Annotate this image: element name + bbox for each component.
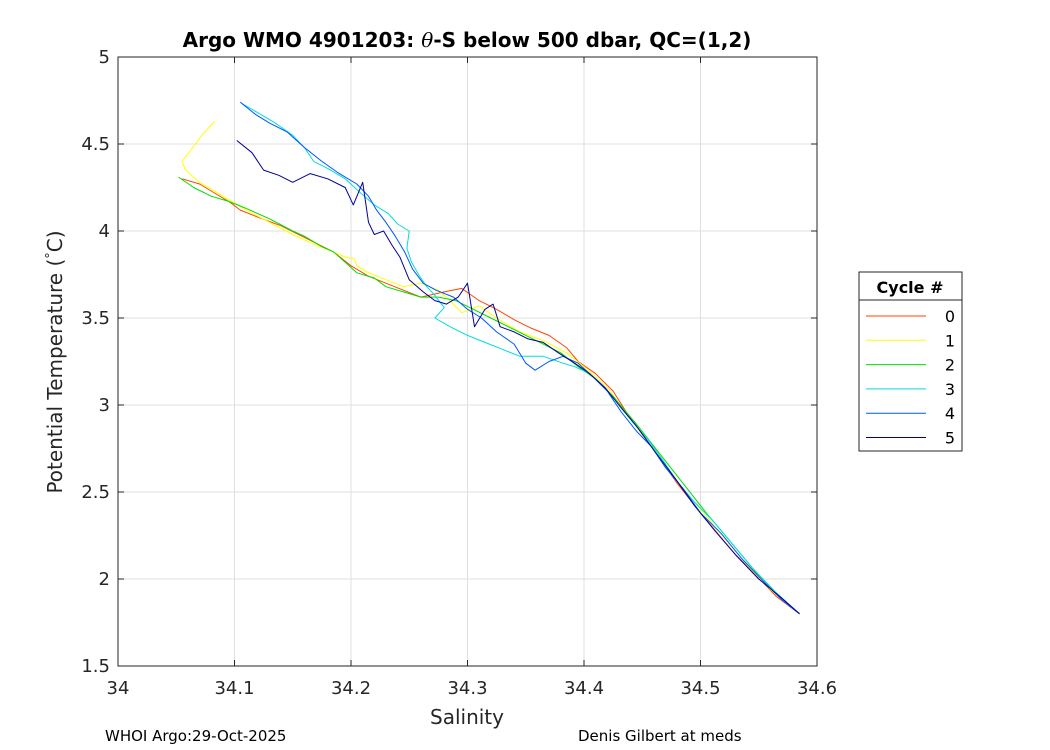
grid-lines	[117, 56, 818, 667]
x-tick-label: 34.2	[331, 678, 371, 699]
series-line-cycle-0	[181, 178, 800, 615]
title-theta: θ	[421, 28, 433, 52]
y-axis-label: Potential Temperature (°C)	[43, 230, 67, 493]
y-tick-label: 1.5	[81, 656, 110, 677]
title-suffix: -S below 500 dbar, QC=(1,2)	[433, 28, 751, 52]
series-line-cycle-5	[236, 140, 800, 615]
y-tick-label: 2	[99, 569, 110, 590]
x-tick-label: 34	[107, 678, 130, 699]
series-line-cycle-1	[181, 121, 800, 615]
legend-title: Cycle #	[877, 278, 944, 297]
axis-ticks: 34 34.1 34.2 34.3 34.4 34.5 34.6 1.5 2 2.5 3 3.5 4 4.…	[81, 47, 837, 699]
series-line-cycle-4	[239, 101, 800, 615]
y-axis-label-degree: °	[44, 252, 59, 259]
legend: Cycle # 0 1 2 3 4 5	[858, 271, 963, 452]
x-tick-label: 34.5	[680, 678, 720, 699]
legend-label-cycle-3: 3	[945, 380, 955, 399]
chart-title: Argo WMO 4901203: θ-S below 500 dbar, QC…	[183, 28, 752, 52]
y-tick-label: 4	[99, 221, 110, 242]
x-axis-label: Salinity	[430, 705, 504, 729]
title-prefix: Argo WMO 4901203:	[183, 28, 422, 52]
x-tick-label: 34.6	[797, 678, 837, 699]
y-tick-label: 5	[99, 47, 110, 68]
y-tick-label: 3.5	[81, 308, 110, 329]
x-tick-label: 34.1	[214, 678, 254, 699]
y-tick-label: 4.5	[81, 134, 110, 155]
legend-label-cycle-4: 4	[945, 404, 955, 423]
series-line-cycle-2	[178, 176, 800, 615]
footer-right-text: Denis Gilbert at meds	[578, 727, 742, 745]
plot-series	[178, 101, 800, 615]
y-tick-label: 3	[99, 395, 110, 416]
footer-left-text: WHOI Argo:29-Oct-2025	[105, 727, 286, 745]
x-tick-label: 34.3	[447, 678, 487, 699]
legend-label-cycle-2: 2	[945, 356, 955, 375]
legend-label-cycle-0: 0	[945, 307, 955, 326]
legend-label-cycle-5: 5	[945, 429, 955, 448]
series-line-cycle-3	[242, 103, 800, 615]
y-tick-label: 2.5	[81, 482, 110, 503]
y-axis-label-prefix: Potential Temperature (	[43, 259, 67, 494]
legend-label-cycle-1: 1	[945, 331, 955, 350]
legend-items: 0 1 2 3 4 5	[866, 307, 955, 448]
x-tick-label: 34.4	[564, 678, 604, 699]
legend-frame	[858, 271, 963, 452]
y-axis-label-suffix: C)	[43, 230, 67, 252]
